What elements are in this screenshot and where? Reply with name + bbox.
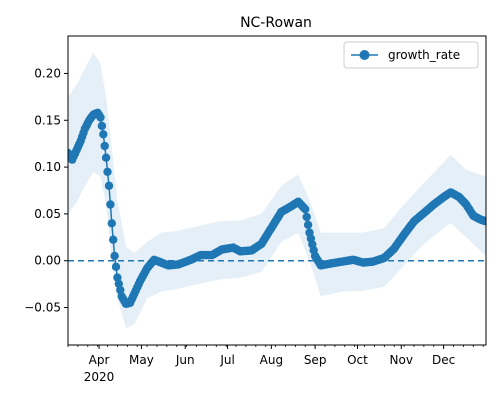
axes-frame	[67, 35, 487, 346]
y-tick-label: 0.10	[34, 160, 61, 174]
chart-title: NC-Rowan	[240, 15, 312, 31]
legend-label: growth_rate	[388, 48, 460, 62]
x-tick-label: Apr	[89, 353, 110, 367]
y-tick-label: 0.00	[34, 254, 61, 268]
y-tick-label: 0.15	[34, 113, 61, 127]
data-point	[481, 217, 486, 226]
x-year-label: 2020	[84, 370, 115, 384]
data-point	[97, 121, 107, 131]
data-point	[301, 205, 310, 214]
legend-box	[343, 41, 479, 69]
data-point	[303, 220, 313, 229]
data-point	[101, 153, 111, 162]
x-tick-label: Jul	[219, 353, 234, 367]
x-tick-label: Aug	[260, 353, 283, 367]
x-tick-label: Dec	[432, 353, 455, 367]
data-point	[107, 219, 117, 228]
y-tick-label: −0.05	[24, 301, 61, 315]
data-point	[96, 113, 105, 122]
axes: −0.05 0.00 0.05 0.10 0.15 0.20 Apr May Jun Jul Aug…	[24, 35, 487, 384]
plot-area	[68, 52, 486, 329]
y-tick-label: 0.05	[34, 207, 61, 221]
data-point	[111, 262, 121, 271]
data-point	[114, 279, 124, 288]
data-point	[106, 200, 115, 209]
y-tick-label: 0.20	[34, 66, 61, 80]
legend-marker-sample	[359, 50, 370, 60]
data-point	[110, 251, 119, 261]
x-tick-label: Sep	[304, 353, 327, 367]
x-tick-label: May	[129, 353, 154, 367]
data-point	[109, 235, 118, 244]
data-point	[100, 141, 109, 151]
plot-content	[68, 52, 486, 329]
x-tick-label: Jun	[175, 353, 195, 367]
legend: growth_rate	[343, 41, 479, 69]
data-point	[99, 130, 108, 139]
data-point	[103, 167, 112, 176]
x-tick-label: Oct	[347, 353, 368, 367]
confidence-band	[68, 52, 486, 329]
x-tick-label: Nov	[390, 353, 413, 367]
data-point	[104, 181, 114, 190]
data-point	[302, 212, 311, 222]
